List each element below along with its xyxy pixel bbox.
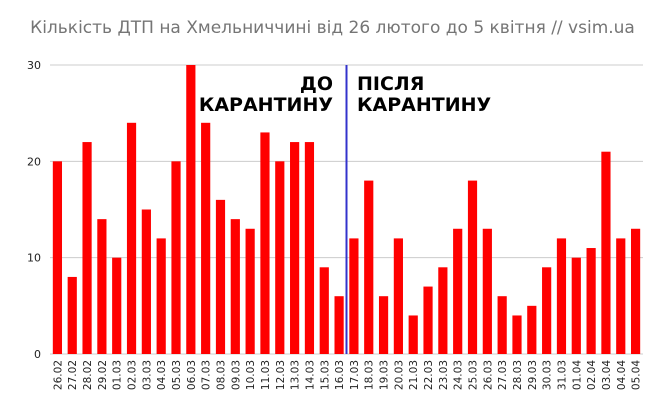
x-tick-label: 04.04 bbox=[616, 360, 628, 390]
x-tick-label: 18.03 bbox=[364, 360, 376, 390]
bar-26.03 bbox=[482, 228, 492, 354]
bar-03.03 bbox=[141, 209, 151, 354]
annotation-before-line2: КАРАНТИНУ bbox=[199, 94, 334, 116]
x-tick-label: 08.03 bbox=[215, 360, 227, 390]
bar-01.03 bbox=[112, 257, 122, 354]
x-tick-label: 17.03 bbox=[349, 360, 361, 390]
x-tick-label: 26.03 bbox=[482, 360, 494, 390]
bar-13.03 bbox=[290, 142, 300, 354]
x-tick-label: 02.04 bbox=[586, 360, 598, 390]
x-tick-label: 31.03 bbox=[556, 360, 568, 390]
y-tick-label: 0 bbox=[34, 348, 41, 361]
bar-31.03 bbox=[556, 238, 567, 354]
bar-16.03 bbox=[334, 296, 344, 354]
annotation-after-line1: ПІСЛЯ bbox=[357, 73, 424, 95]
x-tick-label: 30.03 bbox=[542, 360, 554, 390]
y-tick-label: 10 bbox=[27, 252, 41, 265]
x-tick-label: 24.03 bbox=[453, 360, 465, 390]
bar-20.03 bbox=[393, 238, 403, 354]
y-tick-label: 20 bbox=[27, 155, 41, 168]
x-tick-label: 29.03 bbox=[527, 360, 539, 390]
x-tick-label: 19.03 bbox=[379, 360, 391, 390]
bar-01.04 bbox=[571, 257, 581, 354]
x-tick-label: 09.03 bbox=[230, 360, 242, 390]
bar-28.03 bbox=[512, 315, 522, 354]
bar-21.03 bbox=[408, 315, 418, 354]
x-tick-label: 05.03 bbox=[171, 360, 183, 390]
x-axis-ticks: 26.02 27.02 28.02 29.02 01.03 02.03 03.03 04.03… bbox=[52, 360, 642, 390]
x-tick-label: 03.04 bbox=[601, 360, 613, 390]
bar-05.04 bbox=[630, 228, 641, 354]
bar-08.03 bbox=[215, 199, 226, 354]
x-tick-label: 28.02 bbox=[82, 360, 94, 390]
x-tick-label: 01.04 bbox=[571, 360, 583, 390]
x-tick-label: 14.03 bbox=[304, 360, 316, 390]
bar-26.02 bbox=[52, 161, 63, 354]
bar-09.03 bbox=[230, 219, 240, 354]
bar-25.03 bbox=[467, 180, 478, 354]
bar-15.03 bbox=[319, 267, 329, 354]
bar-23.03 bbox=[438, 267, 448, 354]
bar-12.03 bbox=[275, 161, 285, 354]
x-tick-label: 10.03 bbox=[245, 360, 257, 390]
bar-22.03 bbox=[423, 286, 433, 354]
x-tick-label: 22.03 bbox=[423, 360, 435, 390]
y-tick-label: 30 bbox=[27, 59, 41, 72]
x-tick-label: 12.03 bbox=[275, 360, 287, 390]
x-tick-label: 03.03 bbox=[141, 360, 153, 390]
bar-24.03 bbox=[453, 228, 463, 354]
x-tick-label: 20.03 bbox=[393, 360, 405, 390]
bar-14.03 bbox=[304, 142, 315, 354]
bar-11.03 bbox=[260, 132, 270, 354]
bars bbox=[52, 65, 641, 354]
bar-28.02 bbox=[82, 142, 92, 354]
x-tick-label: 27.03 bbox=[497, 360, 509, 390]
x-tick-label: 28.03 bbox=[512, 360, 524, 390]
bar-27.03 bbox=[497, 296, 507, 354]
x-tick-label: 06.03 bbox=[186, 360, 198, 390]
x-tick-label: 01.03 bbox=[112, 360, 124, 390]
x-tick-label: 07.03 bbox=[201, 360, 213, 390]
bar-17.03 bbox=[349, 238, 359, 354]
bar-10.03 bbox=[245, 228, 255, 354]
bar-27.02 bbox=[67, 276, 77, 354]
bar-30.03 bbox=[542, 267, 552, 354]
bar-03.04 bbox=[601, 151, 611, 354]
x-tick-label: 11.03 bbox=[260, 360, 272, 390]
bar-07.03 bbox=[201, 122, 211, 354]
x-tick-label: 04.03 bbox=[156, 360, 168, 390]
x-tick-label: 15.03 bbox=[319, 360, 331, 390]
x-tick-label: 29.02 bbox=[97, 360, 109, 390]
x-tick-label: 05.04 bbox=[631, 360, 643, 390]
bar-05.03 bbox=[171, 161, 181, 354]
y-axis-ticks: 0 10 20 30 bbox=[27, 59, 41, 361]
chart-title: Кількість ДТП на Хмельниччині від 26 лют… bbox=[30, 18, 635, 38]
annotation-after-line2: КАРАНТИНУ bbox=[357, 94, 492, 116]
bar-04.04 bbox=[616, 238, 626, 354]
x-tick-label: 13.03 bbox=[290, 360, 302, 390]
x-tick-label: 25.03 bbox=[468, 360, 480, 390]
x-tick-label: 02.03 bbox=[127, 360, 139, 390]
bar-19.03 bbox=[378, 296, 389, 354]
x-tick-label: 21.03 bbox=[408, 360, 420, 390]
annotation-before-line1: ДО bbox=[300, 73, 333, 95]
x-tick-label: 16.03 bbox=[334, 360, 346, 390]
bar-02.04 bbox=[586, 248, 596, 354]
bar-04.03 bbox=[156, 238, 166, 354]
bar-29.03 bbox=[527, 305, 537, 354]
x-tick-label: 23.03 bbox=[438, 360, 450, 390]
bar-18.03 bbox=[364, 180, 374, 354]
x-tick-label: 27.02 bbox=[67, 360, 79, 390]
bar-02.03 bbox=[126, 122, 137, 354]
x-tick-label: 26.02 bbox=[52, 360, 64, 390]
bar-29.02 bbox=[97, 219, 107, 354]
bar-06.03 bbox=[186, 65, 196, 354]
